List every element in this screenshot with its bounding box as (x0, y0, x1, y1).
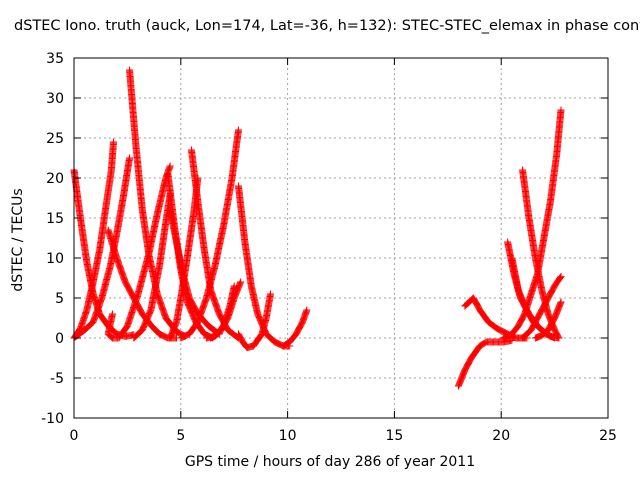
data-point (554, 333, 562, 341)
data-point (110, 138, 118, 146)
data-point (267, 290, 275, 298)
x-tick-label: 15 (385, 428, 403, 444)
series (234, 182, 294, 350)
data-point (557, 106, 565, 114)
data-point (107, 332, 115, 340)
data-point (556, 273, 564, 281)
y-tick-label: -10 (41, 411, 64, 427)
y-tick-label: 35 (46, 51, 64, 67)
x-tick-label: 10 (279, 428, 297, 444)
series (70, 138, 118, 342)
x-tick-label: 0 (70, 428, 79, 444)
series (70, 154, 134, 342)
y-tick-label: 10 (46, 251, 64, 267)
chart-title: dSTEC Iono. truth (auck, Lon=174, Lat=-3… (14, 18, 640, 34)
series (499, 106, 565, 342)
x-tick-label: 25 (599, 428, 617, 444)
data-point (557, 272, 565, 280)
data-point (237, 278, 245, 286)
x-tick-label: 20 (492, 428, 510, 444)
y-tick-label: 5 (55, 291, 64, 307)
data-point (230, 282, 238, 290)
series (177, 126, 242, 342)
data-point (126, 154, 134, 162)
y-tick-label: 20 (46, 171, 64, 187)
tick-layer: 0 5 10 15 20 25 -10 -5 0 5 10 15 20 25 30 35 (41, 51, 617, 444)
series (279, 306, 311, 350)
data-point (303, 306, 311, 314)
plot-frame (73, 57, 609, 419)
data-point (166, 162, 174, 170)
series (454, 336, 516, 390)
series (126, 66, 189, 340)
x-axis-label: GPS time / hours of day 286 of year 2011 (184, 454, 476, 470)
series (130, 190, 174, 342)
data-point (557, 298, 565, 306)
y-tick-label: 30 (46, 91, 64, 107)
series (531, 298, 565, 342)
series-layer (70, 66, 565, 390)
y-tick-label: 25 (46, 131, 64, 147)
series (207, 278, 245, 342)
y-tick-label: 15 (46, 211, 64, 227)
x-tick-label: 5 (176, 428, 185, 444)
data-point (555, 334, 563, 342)
data-point (234, 126, 242, 134)
y-tick-label: 0 (55, 331, 64, 347)
series (234, 290, 275, 352)
series (519, 272, 565, 342)
y-tick-label: -5 (50, 371, 64, 387)
series (187, 146, 242, 342)
